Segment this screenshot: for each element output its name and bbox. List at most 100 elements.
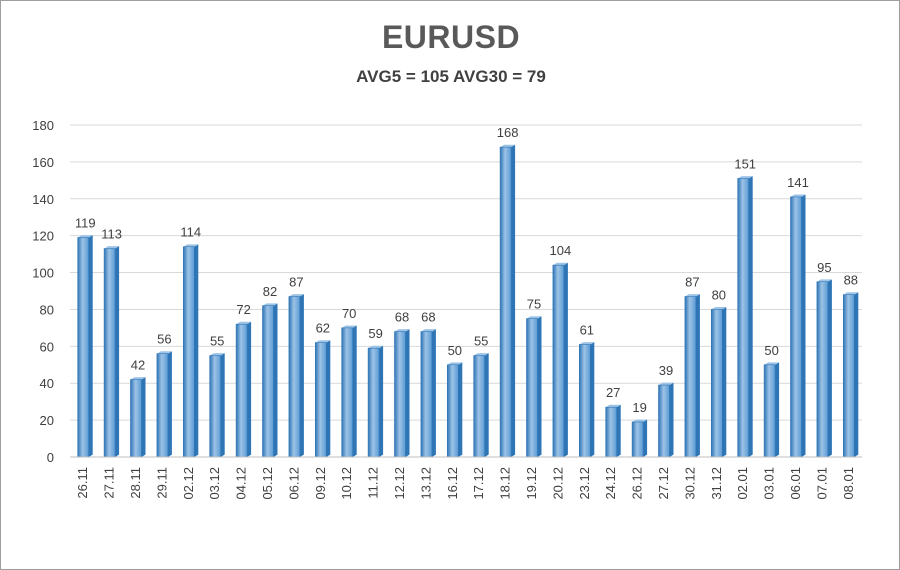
chart-title: EURUSD <box>381 19 521 55</box>
bar-top <box>526 316 542 319</box>
bar-side <box>405 329 410 457</box>
bar-top <box>209 353 225 356</box>
bar-side <box>299 294 304 457</box>
y-tick-label: 180 <box>32 118 54 133</box>
data-label: 42 <box>131 358 145 373</box>
data-label: 151 <box>734 156 756 171</box>
bar <box>526 316 542 458</box>
bar-front <box>235 323 248 458</box>
bar-top <box>130 377 146 380</box>
x-tick-label: 03.12 <box>207 467 222 500</box>
bar-side <box>801 194 806 458</box>
bar-side <box>247 321 252 457</box>
bar-side <box>511 144 516 457</box>
bar <box>262 303 278 458</box>
x-tick-label: 02.12 <box>181 467 196 500</box>
x-tick-label: 06.12 <box>286 467 301 500</box>
bar-top <box>843 292 859 295</box>
data-label: 50 <box>448 343 462 358</box>
bar-front <box>578 344 591 458</box>
bar-side <box>616 404 621 457</box>
bar <box>710 307 727 458</box>
x-tick-label: 26.12 <box>630 467 645 500</box>
data-label: 70 <box>342 306 356 321</box>
bar-top <box>764 362 780 365</box>
bars <box>77 144 859 458</box>
bar-side <box>352 325 357 457</box>
bar-side <box>458 362 463 457</box>
bar <box>763 362 780 458</box>
bar-side <box>326 340 331 457</box>
bar-side <box>88 235 93 457</box>
data-label: 80 <box>712 287 726 302</box>
chart-subtitle: AVG5 = 105 AVG30 = 79 <box>356 67 546 86</box>
bar-top <box>816 279 832 282</box>
data-label: 50 <box>764 343 778 358</box>
data-label: 62 <box>316 321 330 336</box>
bar-side <box>273 303 278 457</box>
data-label: 168 <box>497 125 519 140</box>
y-tick-label: 20 <box>40 413 54 428</box>
bar-top <box>236 321 252 325</box>
bar <box>790 194 806 458</box>
bar-front <box>710 309 723 458</box>
bar <box>605 404 621 458</box>
bar-side <box>695 294 700 457</box>
bar-front <box>209 355 221 458</box>
bar <box>235 321 252 458</box>
bar-front <box>288 296 301 458</box>
data-label: 141 <box>787 175 809 190</box>
bar-side <box>115 246 120 457</box>
bar-front <box>658 384 670 458</box>
x-tick-label: 02.01 <box>735 467 750 500</box>
bar-side <box>563 262 568 457</box>
y-tick-label: 0 <box>47 450 54 465</box>
x-axis-ticks: 26.11 27.11 28.11 29.11 02.12 03.12 04.12 05.12… <box>75 467 856 500</box>
bar-side <box>431 329 436 457</box>
bar-top <box>77 235 93 238</box>
bar <box>552 262 568 458</box>
bar-side <box>827 279 832 457</box>
bar <box>631 419 648 458</box>
bar-front <box>420 331 433 458</box>
bar-side <box>167 351 172 457</box>
bar-side <box>669 382 674 457</box>
bar <box>367 345 384 458</box>
data-label: 56 <box>157 332 171 347</box>
bar <box>420 329 436 458</box>
bar <box>578 342 595 458</box>
bar-side <box>537 316 542 457</box>
bar <box>842 292 859 458</box>
bar <box>156 351 172 458</box>
data-label: 61 <box>580 322 594 337</box>
data-label: 88 <box>844 273 858 288</box>
data-label: 59 <box>368 326 382 341</box>
y-tick-label: 80 <box>40 302 54 317</box>
bar <box>183 244 199 458</box>
data-label: 87 <box>289 275 303 290</box>
bar-front <box>262 305 274 458</box>
gridlines <box>70 124 862 458</box>
bar-top <box>315 340 331 343</box>
x-tick-label: 06.01 <box>788 467 803 500</box>
bar-front <box>394 331 406 458</box>
data-label: 72 <box>236 302 250 317</box>
bar-top <box>500 144 516 148</box>
x-tick-label: 03.01 <box>762 467 777 500</box>
bar-side <box>379 345 384 457</box>
data-label: 87 <box>685 275 699 290</box>
x-tick-label: 04.12 <box>234 467 249 500</box>
bar-top <box>156 351 172 354</box>
bar-front <box>605 406 618 458</box>
x-tick-label: 16.12 <box>445 467 460 500</box>
bar <box>288 294 304 458</box>
bar-top <box>737 176 753 179</box>
x-tick-label: 19.12 <box>524 467 539 500</box>
bar <box>499 144 516 458</box>
bar-top <box>684 294 700 297</box>
x-tick-label: 26.11 <box>75 467 90 499</box>
data-label: 95 <box>817 260 831 275</box>
bar-top <box>288 294 304 297</box>
x-tick-label: 05.12 <box>260 467 275 500</box>
bar-front <box>790 196 802 458</box>
